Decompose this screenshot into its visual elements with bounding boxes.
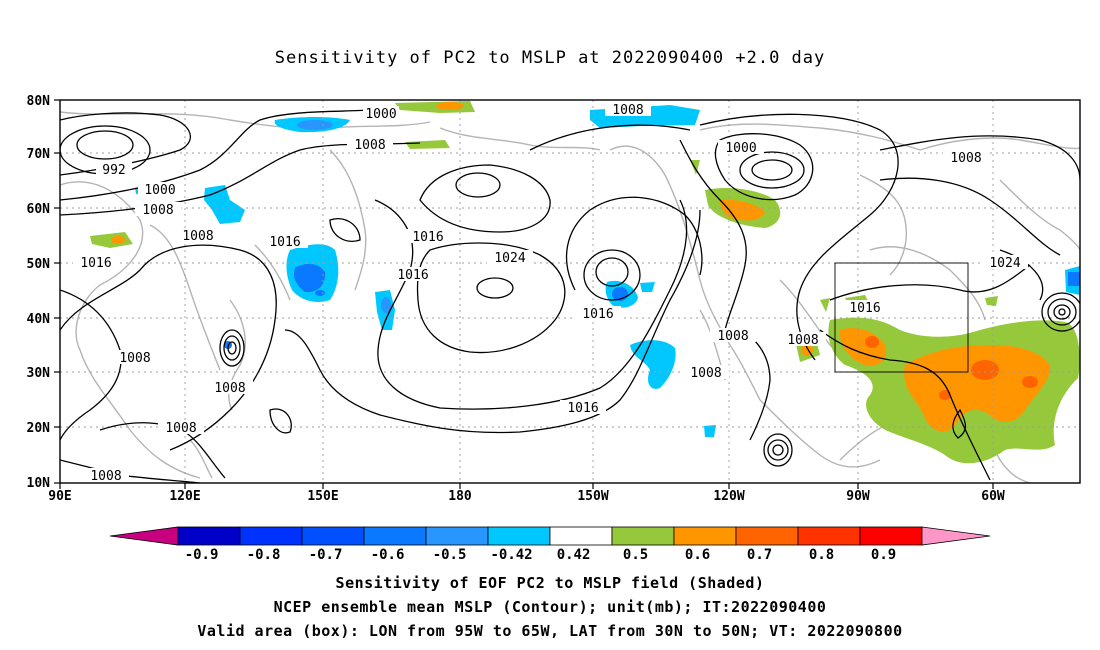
lat-label: 50N	[27, 257, 51, 272]
footer-line-1: Sensitivity of EOF PC2 to MSLP field (Sh…	[335, 574, 765, 592]
contour-label: 1008	[165, 421, 196, 436]
contour-label-group: 1000 1008 1008 992 1000 1008 1008 1016 1…	[73, 102, 1028, 484]
contour-label: 1000	[365, 107, 396, 122]
contour-label: 1024	[494, 251, 525, 266]
contour-label: 1008	[214, 381, 245, 396]
colorbar-label: -0.9	[185, 547, 219, 563]
colorbar-label: 0.42	[557, 547, 591, 563]
colorbar-swatch	[363, 526, 427, 546]
lon-label: 150E	[307, 489, 338, 504]
lon-label: 120E	[169, 489, 200, 504]
contour-label: 1008	[182, 229, 213, 244]
contour-label: 1016	[849, 301, 880, 316]
lat-label: 80N	[27, 94, 51, 109]
lon-label: 90W	[846, 489, 870, 504]
contour-label: 1008	[950, 151, 981, 166]
contour-label: 1008	[787, 333, 818, 348]
lat-label: 10N	[27, 476, 51, 491]
colorbar-label: 0.7	[747, 547, 772, 563]
colorbar-swatch	[487, 526, 551, 546]
colorbar-left-arrow	[109, 526, 179, 546]
graticule	[60, 100, 1080, 483]
colorbar-swatch	[239, 526, 303, 546]
longitude-labels: 90E 120E 150E 180 150W 120W 90W 60W	[48, 489, 1005, 504]
lat-label: 40N	[27, 312, 51, 327]
lat-label: 30N	[27, 366, 51, 381]
colorbar: -0.9 -0.8 -0.7 -0.6 -0.5 -0.42 0.42 0.5 0.6 0.7 0.…	[109, 526, 991, 563]
map-title: Sensitivity of PC2 to MSLP at 2022090400…	[274, 48, 826, 68]
colorbar-label: -0.5	[433, 547, 467, 563]
contour-label: 1024	[989, 256, 1020, 271]
footer-line-2: NCEP ensemble mean MSLP (Contour); unit(…	[273, 598, 827, 616]
contour-label: 1000	[144, 183, 175, 198]
contour-label: 1016	[412, 230, 443, 245]
lat-label: 60N	[27, 202, 51, 217]
mslp-contours	[60, 109, 1080, 483]
contour-label: 1008	[142, 203, 173, 218]
lon-label: 150W	[577, 489, 608, 504]
contour-label: 1008	[717, 329, 748, 344]
colorbar-swatch	[549, 526, 613, 546]
colorbar-label: 0.5	[623, 547, 648, 563]
contour-label: 1016	[80, 256, 111, 271]
colorbar-swatch	[797, 526, 861, 546]
lon-label: 120W	[713, 489, 744, 504]
lon-label: 90E	[48, 489, 71, 504]
lon-label: 180	[448, 489, 472, 504]
lat-label: 70N	[27, 147, 51, 162]
valid-area-box	[834, 262, 969, 373]
contour-label: 1016	[397, 268, 428, 283]
colorbar-label: 0.6	[685, 547, 710, 563]
map-frame	[59, 99, 1081, 484]
contour-label: 1016	[567, 401, 598, 416]
colorbar-label: 0.8	[809, 547, 834, 563]
colorbar-swatch	[673, 526, 737, 546]
contour-label: 1000	[725, 141, 756, 156]
axis-ticks	[54, 99, 994, 489]
contour-label: 1008	[119, 351, 150, 366]
contour-label: 1008	[354, 138, 385, 153]
contour-label: 1008	[690, 366, 721, 381]
lon-label: 60W	[981, 489, 1005, 504]
colorbar-right-arrow	[921, 526, 991, 546]
latitude-labels: 80N 70N 60N 50N 40N 30N 20N 10N	[27, 94, 51, 491]
contour-label: 1016	[269, 235, 300, 250]
colorbar-label: -0.42	[490, 547, 532, 563]
footer-line-3: Valid area (box): LON from 95W to 65W, L…	[197, 622, 903, 640]
colorbar-label: -0.6	[371, 547, 405, 563]
contour-label: 1008	[90, 469, 121, 484]
colorbar-label: -0.8	[247, 547, 281, 563]
contour-label: 992	[102, 163, 125, 178]
colorbar-label: -0.7	[309, 547, 343, 563]
contour-label: 1008	[612, 103, 643, 118]
colorbar-swatch	[735, 526, 799, 546]
lat-label: 20N	[27, 421, 51, 436]
colorbar-swatch	[859, 526, 923, 546]
colorbar-swatch	[177, 526, 241, 546]
colorbar-swatch	[425, 526, 489, 546]
colorbar-label: 0.9	[871, 547, 896, 563]
colorbar-swatch	[301, 526, 365, 546]
contour-label: 1016	[582, 307, 613, 322]
colorbar-swatch	[611, 526, 675, 546]
